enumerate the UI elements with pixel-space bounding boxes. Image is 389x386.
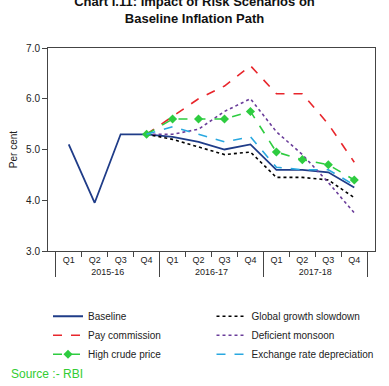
svg-text:Q2: Q2 [193,255,205,265]
svg-text:Q1: Q1 [270,255,282,265]
svg-text:Q3: Q3 [218,255,230,265]
svg-text:5.0: 5.0 [26,144,40,155]
svg-text:Q3: Q3 [115,255,127,265]
svg-text:Chart I.11: Impact of Risk Sce: Chart I.11: Impact of Risk Scenarios onB… [74,0,315,26]
svg-text:Q1: Q1 [167,255,179,265]
svg-text:Q4: Q4 [244,255,256,265]
svg-text:Global growth slowdown: Global growth slowdown [252,311,360,322]
svg-text:Q3: Q3 [322,255,334,265]
svg-text:4.0: 4.0 [26,195,40,206]
svg-text:7.0: 7.0 [26,43,40,54]
svg-text:2016-17: 2016-17 [195,267,228,277]
svg-text:Per cent: Per cent [8,131,19,168]
svg-text:Deficient monsoon: Deficient monsoon [252,330,335,341]
svg-text:Exchange rate depreciation: Exchange rate depreciation [252,349,374,360]
svg-text:Q4: Q4 [348,255,360,265]
svg-text:2017-18: 2017-18 [299,267,332,277]
svg-text:Q4: Q4 [141,255,153,265]
svg-text:Q1: Q1 [63,255,75,265]
svg-text:3.0: 3.0 [26,246,40,257]
svg-text:6.0: 6.0 [26,93,40,104]
svg-text:Source :- RBI: Source :- RBI [11,367,83,381]
svg-text:Baseline: Baseline [88,311,127,322]
svg-text:2015-16: 2015-16 [91,267,124,277]
svg-text:High crude price: High crude price [88,349,161,360]
svg-text:Q2: Q2 [296,255,308,265]
svg-text:Pay commission: Pay commission [88,330,161,341]
svg-text:Q2: Q2 [89,255,101,265]
